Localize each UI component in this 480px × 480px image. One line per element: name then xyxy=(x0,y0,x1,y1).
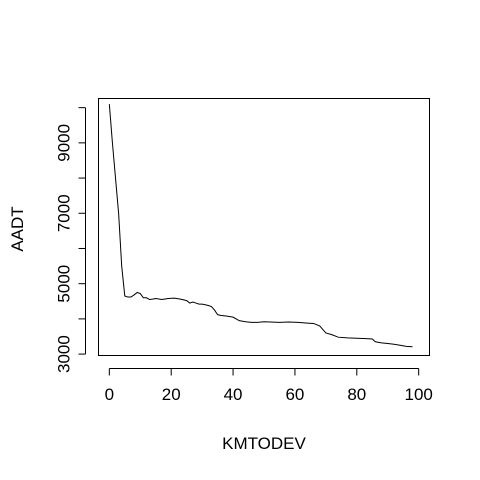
x-axis-title: KMTODEV xyxy=(222,434,306,453)
y-tick-label: 7000 xyxy=(55,194,74,232)
x-tick-label: 60 xyxy=(285,385,304,404)
y-tick-label: 9000 xyxy=(55,124,74,162)
y-tick-label: 3000 xyxy=(55,335,74,373)
x-tick-label: 0 xyxy=(105,385,114,404)
aadt-series-line xyxy=(108,104,413,348)
x-tick-label: 20 xyxy=(162,385,181,404)
plot-frame xyxy=(98,98,430,356)
x-tick-label: 40 xyxy=(224,385,243,404)
y-axis: 3000 5000 7000 9000 xyxy=(55,107,86,373)
x-tick-label: 100 xyxy=(404,385,432,404)
x-axis: 0 20 40 60 80 100 xyxy=(105,368,433,404)
y-axis-title: AADT xyxy=(8,206,27,251)
y-tick-label: 5000 xyxy=(55,265,74,303)
x-tick-label: 80 xyxy=(347,385,366,404)
